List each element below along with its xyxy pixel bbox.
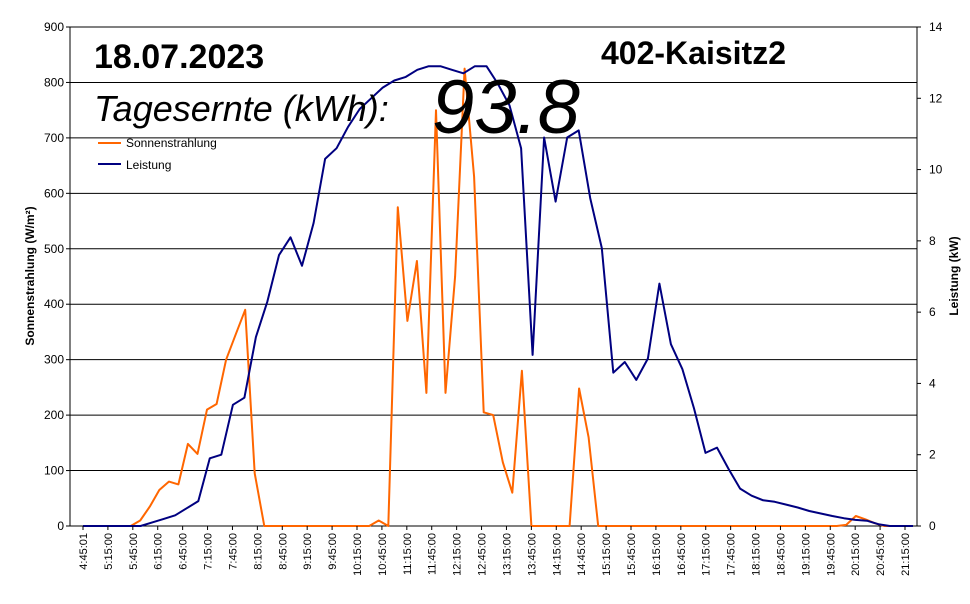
right-axis-ticks: 0 2 4 6 8 10 12 14	[917, 20, 943, 533]
x-tick-label: 8:45:00	[277, 533, 289, 570]
left-axis-title: Sonnenstrahlung (W/m²)	[23, 206, 37, 345]
right-tick-label: 6	[929, 305, 936, 319]
right-axis-title: Leistung (kW)	[947, 236, 961, 315]
x-tick-label: 19:15:00	[800, 533, 812, 576]
left-tick-label: 500	[44, 242, 64, 256]
left-tick-label: 300	[44, 353, 64, 367]
x-tick-label: 9:15:00	[302, 533, 314, 570]
x-tick-label: 14:45:00	[576, 533, 588, 576]
x-tick-label: 20:45:00	[875, 533, 887, 576]
x-tick-label: 7:45:00	[227, 533, 239, 570]
left-tick-label: 100	[44, 464, 64, 478]
x-axis-ticks: 4:45:01 5:15:00 5:45:00 6:15:00 6:45:00 7:15:…	[78, 526, 912, 576]
series-line-leistung	[83, 65, 913, 527]
right-tick-label: 2	[929, 448, 936, 462]
x-tick-label: 10:15:00	[352, 533, 364, 576]
left-tick-label: 400	[44, 297, 64, 311]
left-tick-label: 200	[44, 408, 64, 422]
x-tick-label: 16:15:00	[651, 533, 663, 576]
x-tick-label: 6:15:00	[153, 533, 165, 570]
gridlines	[70, 81, 917, 472]
left-tick-label: 700	[44, 131, 64, 145]
left-tick-label: 800	[44, 75, 64, 89]
left-tick-label: 0	[57, 519, 64, 533]
right-tick-label: 10	[929, 163, 943, 177]
x-tick-label: 21:15:00	[900, 533, 912, 576]
yield-value: 93.8	[432, 65, 580, 150]
x-tick-label: 15:15:00	[601, 533, 613, 576]
right-tick-label: 12	[929, 91, 943, 105]
x-tick-label: 13:45:00	[526, 533, 538, 576]
x-tick-label: 7:15:00	[203, 533, 215, 570]
legend: Sonnenstrahlung Leistung	[98, 136, 217, 172]
x-tick-label: 9:45:00	[327, 533, 339, 570]
x-tick-label: 16:45:00	[676, 533, 688, 576]
left-axis-ticks: 0 100 200 300 400 500 600 700 800 900	[44, 20, 70, 533]
x-tick-label: 12:15:00	[452, 533, 464, 576]
date-title: 18.07.2023	[94, 38, 264, 76]
right-tick-label: 8	[929, 234, 936, 248]
x-tick-label: 8:15:00	[252, 533, 264, 570]
x-tick-label: 4:45:01	[78, 533, 90, 570]
x-tick-label: 18:45:00	[775, 533, 787, 576]
right-tick-label: 4	[929, 376, 936, 390]
x-tick-label: 5:45:00	[128, 533, 140, 570]
x-tick-label: 13:15:00	[501, 533, 513, 576]
series-line-sonnenstrahlung	[83, 67, 913, 527]
x-tick-label: 11:45:00	[427, 533, 439, 575]
left-tick-label: 900	[44, 20, 64, 34]
x-tick-label: 14:15:00	[551, 533, 563, 576]
x-tick-label: 18:15:00	[751, 533, 763, 576]
x-tick-label: 20:15:00	[850, 533, 862, 576]
x-tick-label: 12:45:00	[477, 533, 489, 576]
legend-label-leistung: Leistung	[126, 158, 171, 172]
series-layer	[83, 65, 913, 527]
x-tick-label: 19:45:00	[825, 533, 837, 576]
legend-label-sonnenstrahlung: Sonnenstrahlung	[126, 136, 217, 150]
site-name: 402-Kaisitz2	[601, 35, 786, 71]
x-tick-label: 15:45:00	[626, 533, 638, 576]
x-tick-label: 10:45:00	[377, 533, 389, 576]
x-tick-label: 17:45:00	[726, 533, 738, 576]
x-tick-label: 11:15:00	[402, 533, 414, 575]
right-tick-label: 0	[929, 519, 936, 533]
yield-label: Tagesernte (kWh):	[94, 88, 389, 129]
right-tick-label: 14	[929, 20, 943, 34]
left-tick-label: 600	[44, 186, 64, 200]
x-tick-label: 6:45:00	[178, 533, 190, 570]
plot-area	[69, 26, 918, 527]
x-tick-label: 5:15:00	[103, 533, 115, 570]
x-tick-label: 17:15:00	[701, 533, 713, 576]
